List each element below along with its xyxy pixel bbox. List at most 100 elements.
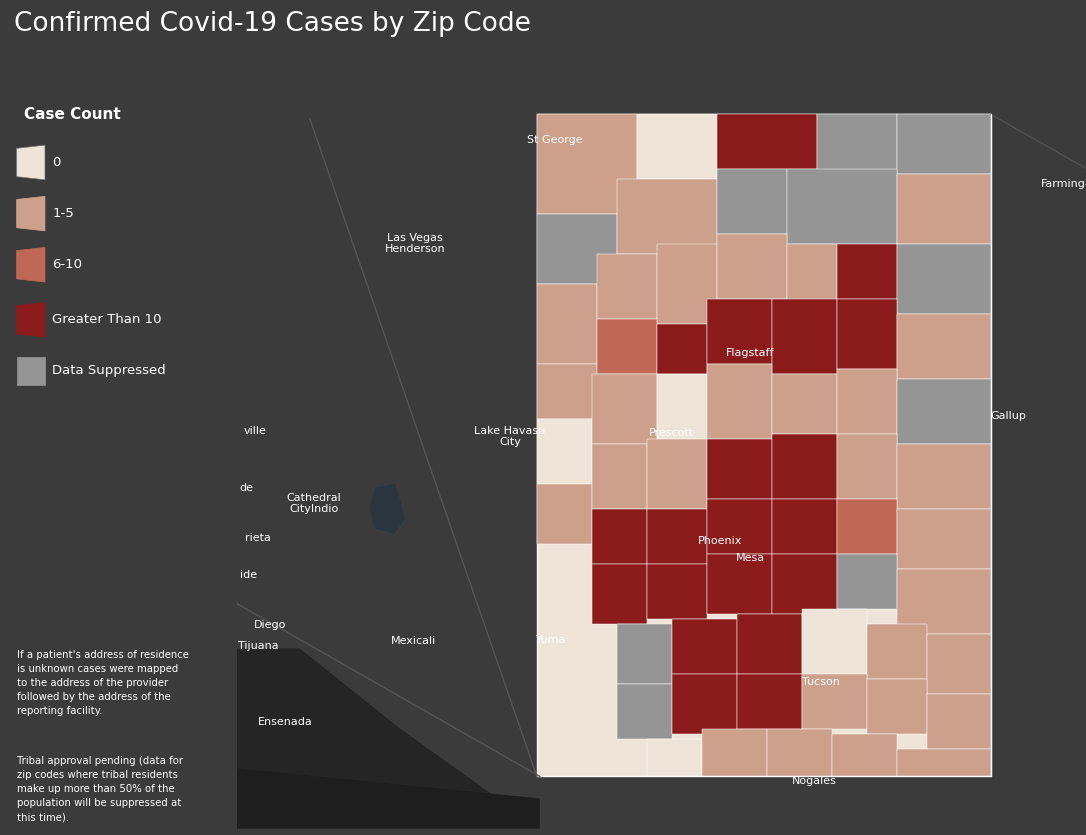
Bar	[672, 675, 737, 735]
Bar	[772, 434, 837, 499]
Bar	[897, 444, 990, 509]
Bar	[647, 439, 707, 509]
Text: ville: ville	[243, 427, 266, 437]
Bar	[717, 170, 787, 235]
Bar	[617, 685, 672, 740]
Bar	[717, 235, 787, 300]
Bar	[801, 675, 867, 730]
Text: Tribal approval pending (data for
zip codes where tribal residents
make up more : Tribal approval pending (data for zip co…	[16, 757, 182, 822]
Bar	[787, 170, 897, 245]
Text: St George: St George	[527, 135, 583, 145]
Text: Diego: Diego	[253, 620, 286, 630]
Bar	[617, 625, 672, 685]
Bar	[927, 695, 990, 750]
Bar	[772, 374, 837, 434]
Text: rieta: rieta	[244, 534, 270, 544]
Bar	[536, 419, 592, 484]
Polygon shape	[16, 247, 45, 282]
Bar	[772, 554, 837, 615]
Text: Confirmed Covid-19 Cases by Zip Code: Confirmed Covid-19 Cases by Zip Code	[14, 11, 531, 38]
Text: Farming-: Farming-	[1040, 180, 1086, 190]
Polygon shape	[237, 768, 540, 828]
Bar	[867, 625, 927, 680]
Text: Prescott: Prescott	[649, 428, 694, 438]
Bar	[592, 444, 647, 509]
Text: 1-5: 1-5	[52, 207, 74, 220]
Bar	[867, 680, 927, 735]
Bar	[837, 369, 897, 434]
Text: 6-10: 6-10	[52, 258, 83, 271]
Bar	[597, 255, 657, 320]
Bar	[707, 439, 772, 499]
Text: Cathedral
CityIndio: Cathedral CityIndio	[287, 493, 341, 514]
Polygon shape	[370, 483, 405, 534]
Text: Phoenix: Phoenix	[697, 536, 742, 546]
Bar	[597, 320, 657, 374]
Bar	[787, 245, 837, 305]
Bar	[672, 620, 737, 675]
Text: Mexicali: Mexicali	[391, 636, 437, 646]
Bar	[737, 615, 801, 675]
Bar	[536, 484, 592, 544]
Text: 0: 0	[52, 156, 61, 169]
Bar	[897, 509, 990, 569]
Text: If a patient's address of residence
is unknown cases were mapped
to the address : If a patient's address of residence is u…	[16, 650, 189, 716]
Bar	[536, 114, 636, 215]
Bar	[636, 114, 717, 180]
Bar	[707, 554, 772, 615]
Bar	[536, 215, 617, 285]
Bar	[817, 114, 897, 190]
Text: Ensenada: Ensenada	[257, 717, 312, 727]
Text: Gallup: Gallup	[990, 412, 1026, 422]
Bar	[657, 374, 707, 439]
Text: Greater Than 10: Greater Than 10	[52, 313, 162, 326]
Text: Yuma: Yuma	[535, 635, 566, 645]
Bar	[897, 750, 990, 777]
Text: Mesa: Mesa	[736, 554, 766, 564]
Bar	[536, 114, 990, 777]
Text: Tijuana: Tijuana	[239, 641, 279, 651]
Polygon shape	[16, 145, 45, 180]
Text: de: de	[240, 483, 254, 493]
Text: Case Count: Case Count	[24, 108, 121, 123]
Text: Lake Havasu
City: Lake Havasu City	[475, 426, 545, 448]
Bar	[657, 325, 707, 374]
Bar	[647, 740, 702, 777]
Bar	[837, 434, 897, 499]
Bar	[897, 114, 990, 175]
Bar	[536, 364, 597, 419]
Bar	[801, 610, 867, 675]
Bar	[897, 175, 990, 245]
Bar	[772, 300, 837, 374]
Text: Tucson: Tucson	[801, 677, 839, 687]
Text: Data Suppressed: Data Suppressed	[52, 364, 166, 377]
Bar	[647, 509, 707, 564]
Bar	[592, 374, 657, 444]
Text: Flagstaff: Flagstaff	[725, 348, 774, 358]
Bar	[617, 180, 717, 255]
Bar	[536, 285, 597, 364]
Bar	[592, 509, 647, 564]
Text: ide: ide	[240, 570, 257, 580]
Text: Las Vegas
Henderson: Las Vegas Henderson	[384, 233, 445, 254]
Bar	[927, 635, 990, 695]
Polygon shape	[16, 357, 45, 385]
Bar	[707, 300, 772, 364]
Bar	[837, 300, 897, 369]
Bar	[897, 245, 990, 315]
Bar	[702, 730, 767, 777]
Bar	[897, 315, 990, 379]
Bar	[657, 245, 717, 325]
Bar	[767, 730, 832, 777]
Bar	[897, 379, 990, 444]
Bar	[592, 564, 647, 625]
Text: Nogales: Nogales	[792, 777, 836, 787]
Bar	[832, 735, 897, 777]
Bar	[707, 364, 772, 439]
Bar	[717, 114, 817, 170]
Bar	[647, 564, 707, 620]
Polygon shape	[16, 196, 45, 231]
Bar	[837, 554, 897, 610]
Polygon shape	[16, 302, 45, 337]
Polygon shape	[237, 649, 540, 828]
